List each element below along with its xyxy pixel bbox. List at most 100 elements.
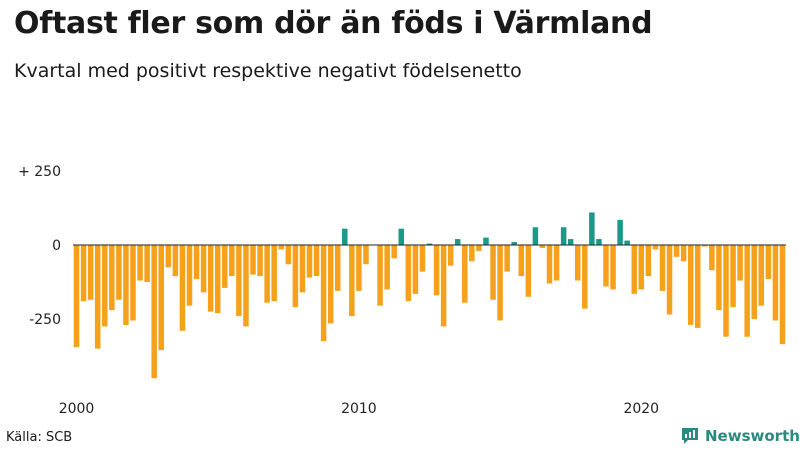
bar <box>306 245 313 278</box>
bar <box>264 245 270 303</box>
bar <box>80 245 87 302</box>
bar <box>765 245 772 280</box>
bar <box>73 245 80 348</box>
bar <box>744 245 750 337</box>
bar <box>222 245 228 288</box>
bar <box>560 227 567 245</box>
bar <box>257 245 263 277</box>
bar <box>243 245 249 327</box>
bar <box>313 245 320 277</box>
bar <box>384 245 390 290</box>
bar <box>723 245 729 337</box>
bar <box>193 245 200 280</box>
bar <box>363 245 369 265</box>
bar <box>200 245 207 293</box>
bar <box>94 245 101 349</box>
bar <box>179 245 186 331</box>
bar <box>278 245 285 250</box>
bar <box>271 245 277 302</box>
bar <box>186 245 193 306</box>
bar <box>250 245 256 275</box>
x-tick-label: 2000 <box>59 401 95 417</box>
bar <box>490 245 496 300</box>
bar <box>546 245 553 284</box>
bar <box>730 245 736 308</box>
bar <box>716 245 722 311</box>
chart-subtitle: Kvartal med positivt respektive negativt… <box>14 60 522 82</box>
bar <box>137 245 143 281</box>
bar <box>659 245 666 291</box>
bar <box>172 245 179 277</box>
bar <box>624 240 630 245</box>
source-label: Källa: SCB <box>6 430 73 445</box>
brand-logo[interactable]: Newsworthy <box>680 426 800 446</box>
bar <box>469 245 475 262</box>
bar <box>532 227 539 245</box>
bar <box>391 245 397 259</box>
bar <box>102 245 108 327</box>
bar <box>144 245 150 282</box>
bar <box>454 239 461 245</box>
bar <box>504 245 510 272</box>
bar <box>511 242 517 245</box>
bar <box>610 245 616 290</box>
bar <box>412 245 419 294</box>
bar <box>687 245 694 325</box>
y-tick-label: 0 <box>52 238 61 254</box>
bar <box>349 245 355 317</box>
bar <box>440 245 447 327</box>
bar <box>87 245 94 300</box>
bar <box>229 245 235 277</box>
bar <box>398 228 405 245</box>
bar <box>158 245 164 351</box>
bar <box>433 245 440 296</box>
bar <box>709 245 715 271</box>
bar <box>779 245 786 345</box>
bar <box>518 245 525 277</box>
bar <box>334 245 341 291</box>
bar <box>553 245 560 281</box>
x-tick-label: 2010 <box>341 401 377 417</box>
bar <box>497 245 503 321</box>
bar <box>320 245 327 342</box>
bar <box>476 245 482 251</box>
bar <box>574 245 581 281</box>
bar <box>123 245 129 325</box>
bar <box>596 239 602 245</box>
bars-group <box>73 212 786 379</box>
bar <box>236 245 242 317</box>
bar <box>680 245 687 262</box>
bar <box>426 243 433 245</box>
chart-title: Oftast fler som dör än föds i Värmland <box>14 6 653 41</box>
bar <box>751 245 757 319</box>
bar <box>405 245 412 302</box>
bar <box>285 245 292 265</box>
brand-name: Newsworthy <box>705 427 800 445</box>
bar <box>666 245 673 315</box>
bar <box>165 245 172 268</box>
bar <box>109 245 115 311</box>
bar <box>462 245 468 303</box>
bar <box>214 245 221 314</box>
bar <box>419 245 426 272</box>
bar <box>645 245 652 277</box>
bar <box>342 228 348 245</box>
bar <box>652 245 659 250</box>
bar <box>377 245 383 306</box>
bar <box>447 245 454 266</box>
bar <box>567 239 574 245</box>
bar <box>356 245 362 291</box>
bar <box>758 245 765 306</box>
bar <box>589 212 595 245</box>
bar <box>525 245 532 297</box>
bar <box>299 245 306 293</box>
y-tick-label: + 250 <box>18 164 61 180</box>
bar <box>116 245 122 300</box>
bar <box>737 245 743 281</box>
x-axis-ticks: 2000 2010 2020 <box>59 401 659 417</box>
bar <box>617 219 623 245</box>
bar <box>207 245 214 312</box>
bar <box>673 245 680 257</box>
bar <box>130 245 136 321</box>
bar <box>483 237 489 245</box>
